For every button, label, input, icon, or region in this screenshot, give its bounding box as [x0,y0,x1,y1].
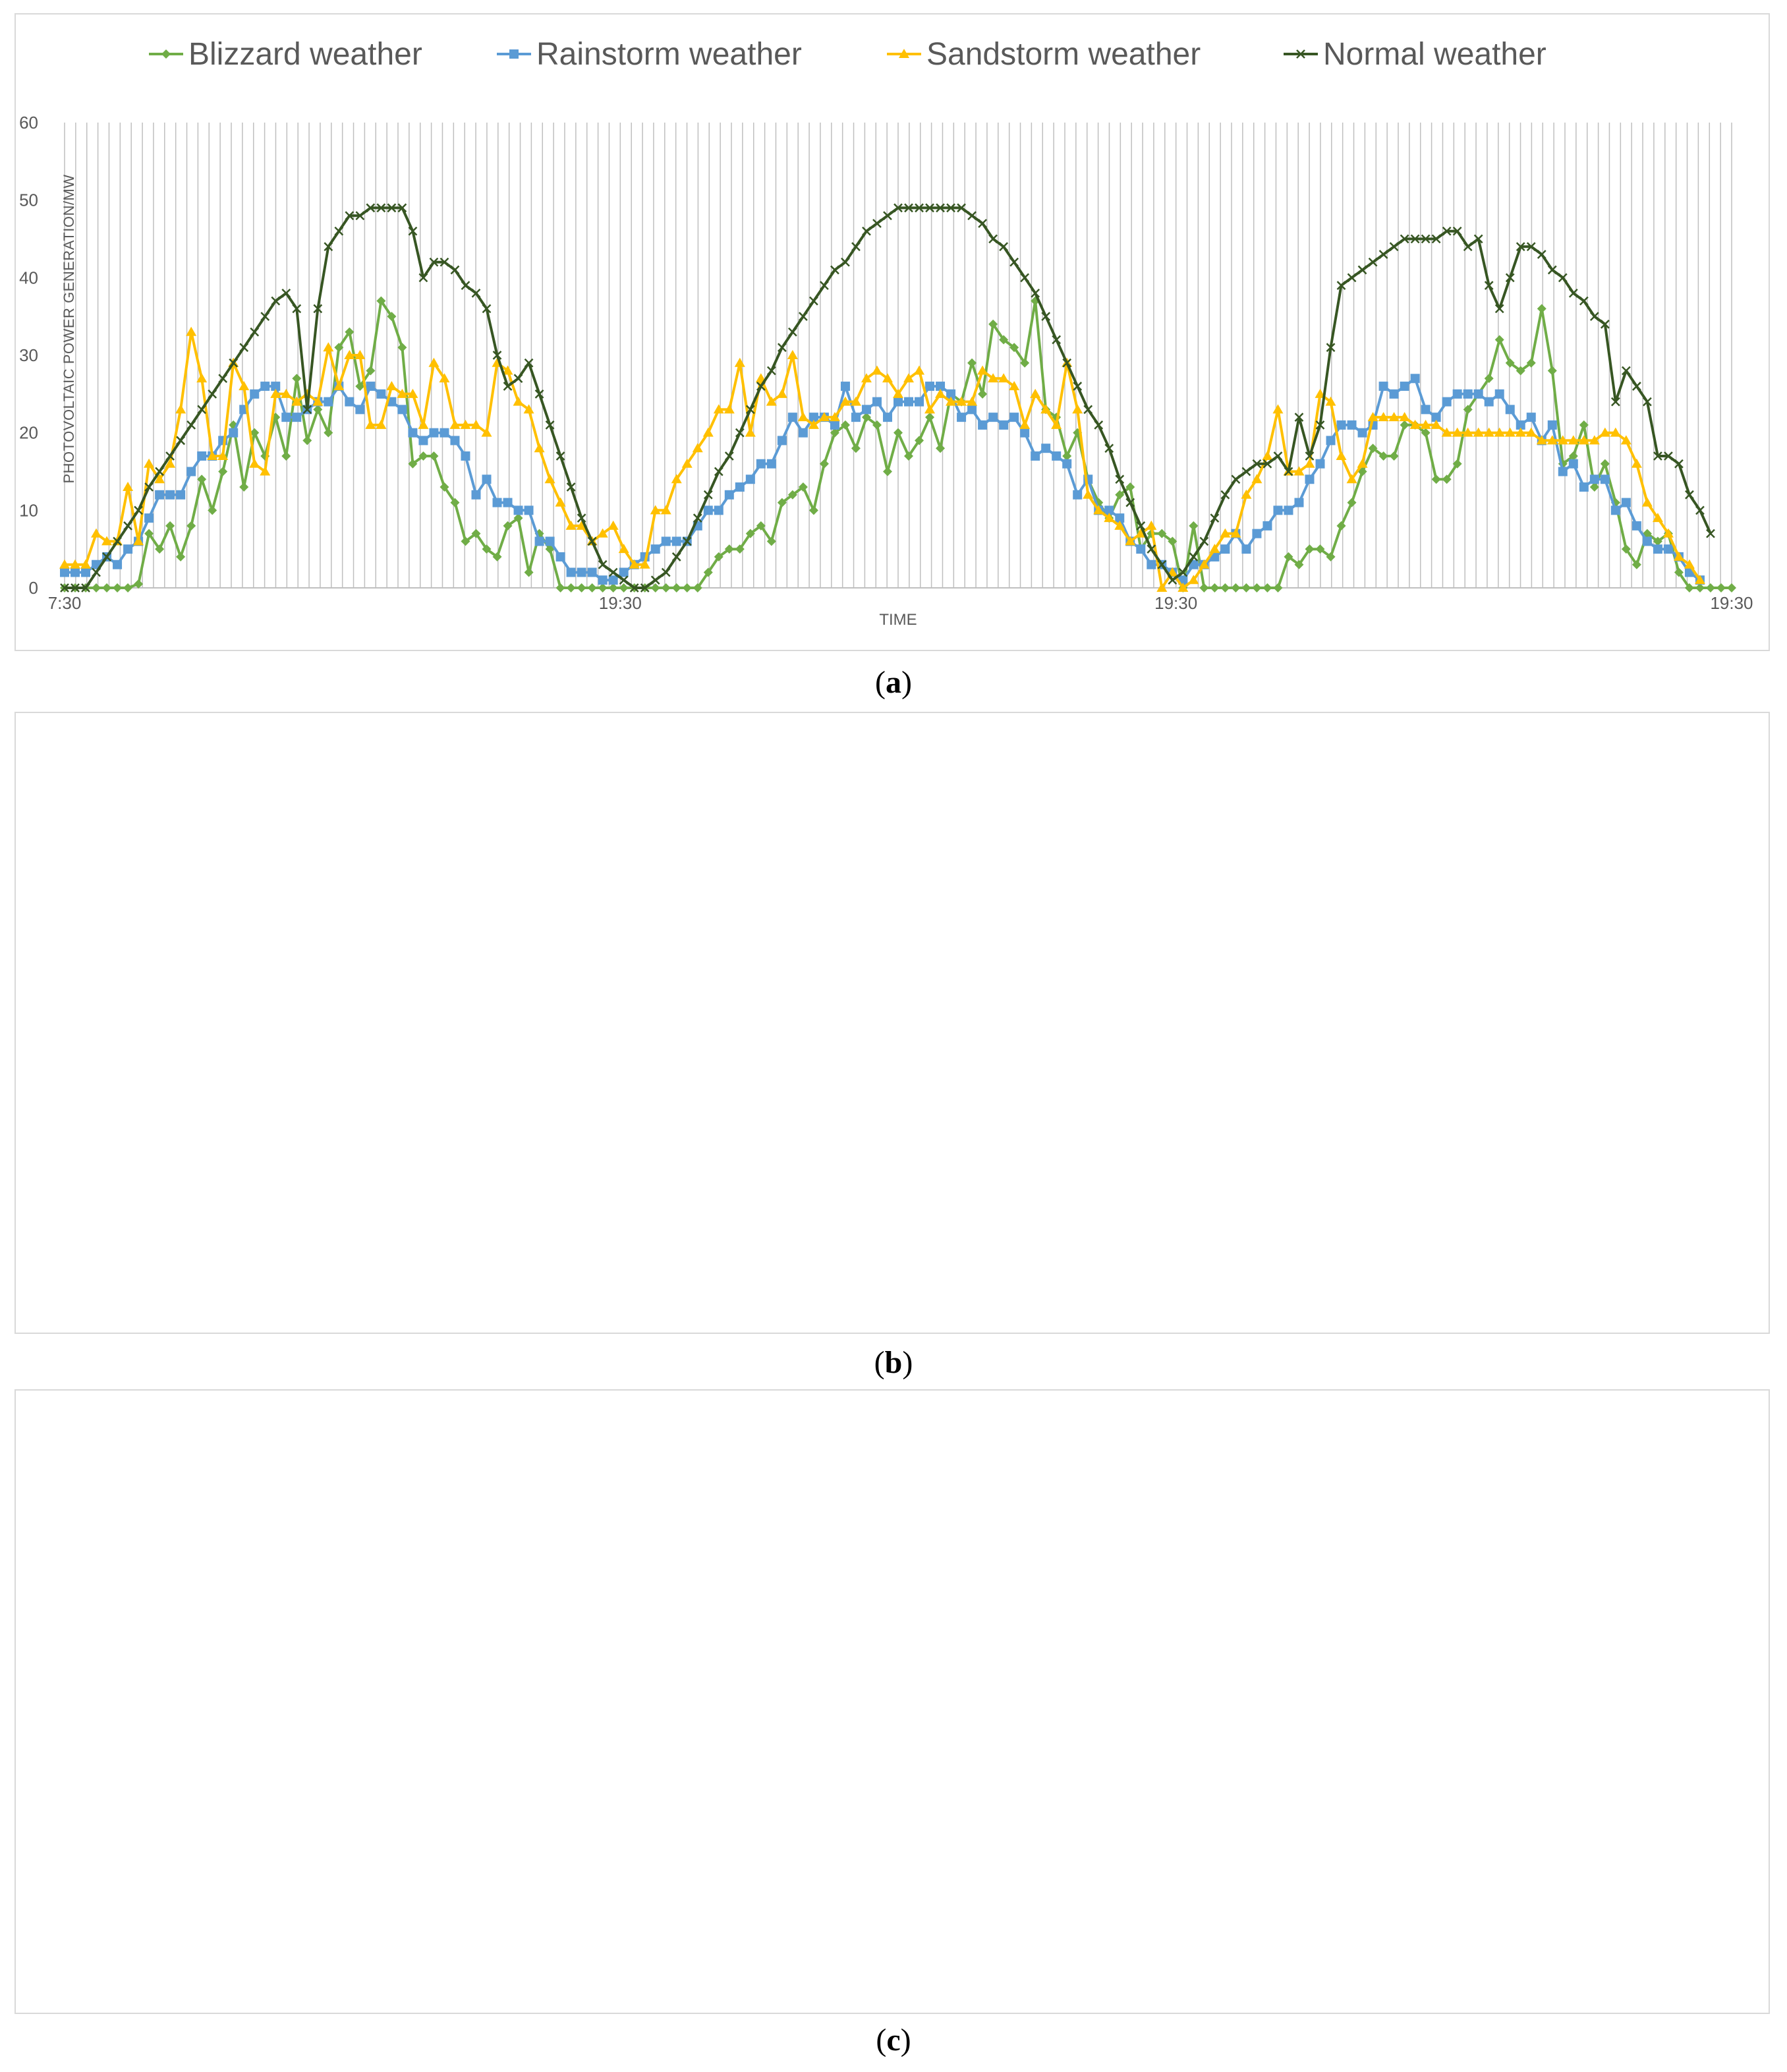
caption-a-letter: a [886,665,901,700]
caption-c-letter: c [886,2023,901,2058]
caption-c-open: ( [876,2023,887,2058]
chart-a-frame [14,13,1770,651]
caption-b-open: ( [874,1345,885,1380]
caption-c-close: ) [900,2023,911,2058]
chart-b-frame [14,712,1770,1334]
chart-c-frame [14,1389,1770,2014]
caption-b-letter: b [884,1345,903,1380]
caption-c: (c) [0,2022,1787,2058]
caption-a: (a) [0,664,1787,701]
caption-b: (b) [0,1344,1787,1381]
caption-a-open: ( [875,665,886,700]
caption-b-close: ) [902,1345,913,1380]
caption-a-close: ) [901,665,912,700]
